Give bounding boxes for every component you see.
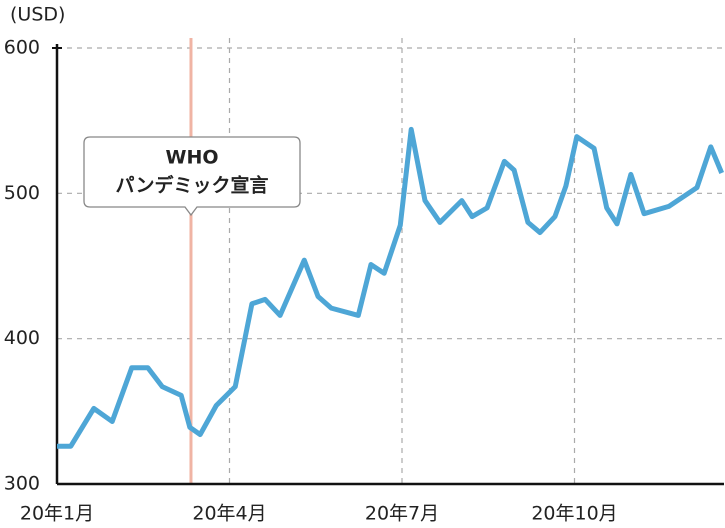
y-tick-label: 300	[4, 473, 40, 495]
callout-text: WHO	[165, 147, 218, 169]
callout-text: パンデミック宣言	[116, 174, 269, 197]
callout-box	[83, 136, 301, 217]
y-tick-label: 400	[4, 327, 40, 349]
y-unit: (USD)	[10, 4, 65, 26]
x-tick-label: 20年7月	[365, 503, 439, 525]
x-tick-label: 20年1月	[20, 503, 94, 525]
y-tick-label: 500	[4, 182, 40, 204]
x-tick-label: 20年10月	[531, 503, 617, 525]
y-tick-label: 600	[4, 37, 40, 59]
x-tick-label: 20年4月	[192, 503, 266, 525]
series-line	[57, 126, 725, 449]
